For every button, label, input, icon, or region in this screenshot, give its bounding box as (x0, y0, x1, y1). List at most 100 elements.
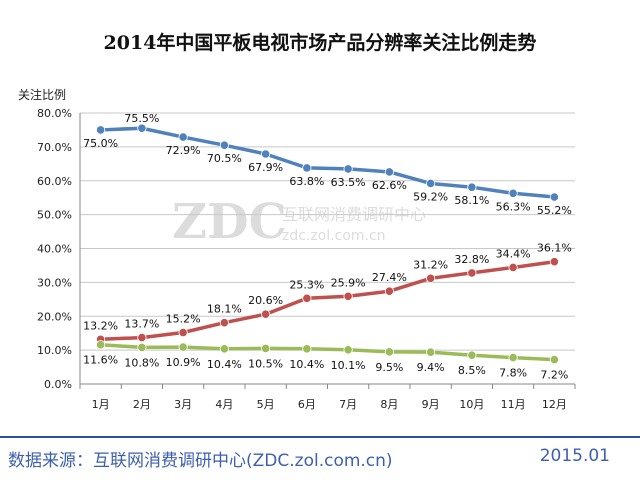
series-green-point (426, 347, 436, 357)
footer-divider (0, 436, 640, 438)
x-tick-label: 3月 (174, 398, 192, 411)
x-tick-label: 9月 (422, 398, 440, 411)
series-red-data-label: 36.1% (537, 242, 572, 255)
y-tick-label: 10.0% (37, 344, 72, 357)
y-tick-label: 80.0% (37, 107, 72, 120)
series-red-point (219, 318, 229, 328)
x-tick-label: 2月 (133, 398, 151, 411)
series-blue-point (178, 132, 188, 142)
series-green-data-label: 10.4% (207, 358, 242, 371)
series-green-data-label: 11.6% (83, 354, 118, 367)
series-blue-point (219, 140, 229, 150)
series-red-data-label: 32.8% (454, 253, 489, 266)
watermark-logo: ZDC (172, 194, 287, 250)
axes: 0.0% 10.0% 20.0% 30.0% 40.0% 50.0% 60.0% 70.0% 8… (37, 107, 576, 411)
series-blue-point (467, 182, 477, 192)
x-tick-label: 8月 (380, 398, 398, 411)
series-green-data-label: 10.5% (248, 357, 283, 370)
series-green-point (508, 352, 518, 363)
series-blue-point (426, 178, 436, 189)
series-blue-data-label: 70.5% (207, 152, 242, 165)
series-red-data-label: 25.9% (331, 276, 366, 289)
series-blue-point (508, 188, 518, 198)
series-blue-data-label: 59.2% (413, 190, 448, 203)
series-blue-data-label: 75.0% (83, 137, 118, 150)
series-blue-point (96, 125, 106, 135)
series-green-point (96, 340, 106, 350)
series-red-point (549, 257, 559, 267)
series-blue-data-label: 72.9% (166, 144, 201, 157)
series-green-data-label: 10.1% (331, 359, 366, 372)
x-tick-label: 7月 (339, 398, 357, 411)
footer-source: 数据来源：互联网消费调研中心(ZDC.zol.com.cn) (8, 451, 393, 471)
series-red-point (137, 332, 147, 343)
series-red-point (261, 309, 271, 319)
y-tick-label: 70.0% (37, 141, 72, 154)
series-green-point (384, 347, 394, 357)
series-green-point (261, 343, 271, 354)
series-green-data-label: 10.9% (166, 356, 201, 369)
x-tick-label: 11月 (501, 398, 526, 411)
series-green-point (219, 344, 229, 354)
series-blue-point (302, 163, 312, 173)
y-tick-label: 30.0% (37, 276, 72, 289)
series-green-data-label: 9.4% (417, 361, 445, 374)
series-red-data-label: 20.6% (248, 294, 283, 307)
series-green-line (100, 342, 555, 362)
y-tick-label: 40.0% (37, 243, 72, 256)
series-green-point (137, 342, 147, 353)
y-tick-label: 0.0% (44, 378, 72, 391)
series-green-data-label: 8.5% (458, 364, 486, 377)
chart-title: 2014年中国平板电视市场产品分辨率关注比例走势 (103, 32, 537, 54)
y-tick-label: 20.0% (37, 310, 72, 323)
y-tick-label: 50.0% (37, 209, 72, 222)
x-tick-label: 4月 (215, 398, 233, 411)
series-blue-data-label: 63.5% (331, 176, 366, 189)
data-labels: 75.0% 75.5% 72.9% 70.5% 67.9% 63.8% 63.5% 62.6%… (83, 112, 572, 381)
series-blue-point (384, 167, 394, 177)
series-blue-data-label: 55.2% (537, 204, 572, 217)
series-red-data-label: 18.1% (207, 303, 242, 316)
series-green-data-label: 7.8% (499, 367, 527, 380)
series-red-data-label: 13.2% (83, 319, 118, 332)
series-red-data-label: 34.4% (496, 247, 531, 260)
series-green-point (178, 342, 188, 352)
series-group (96, 123, 559, 365)
watermark-url: zdc.zol.com.cn (282, 228, 386, 244)
series-green-point (302, 344, 312, 354)
x-tick-label: 6月 (298, 398, 316, 411)
series-red-line (100, 259, 555, 342)
series-green-point (549, 355, 559, 365)
y-tick-label: 60.0% (37, 175, 72, 188)
x-tick-label: 12月 (542, 398, 567, 411)
series-red-point (343, 291, 353, 301)
series-green-point (467, 350, 477, 360)
series-blue-data-label: 58.1% (454, 194, 489, 207)
series-green-data-label: 9.5% (375, 361, 403, 374)
series-blue-data-label: 56.3% (496, 200, 531, 213)
x-tick-label: 10月 (459, 398, 484, 411)
y-axis-label: 关注比例 (18, 88, 67, 102)
series-red-data-label: 13.7% (124, 318, 159, 331)
x-tick-label: 1月 (92, 398, 110, 411)
series-red-data-label: 31.2% (413, 258, 448, 271)
series-blue-line (100, 126, 555, 199)
footer-date: 2015.01 (539, 446, 610, 466)
series-red-data-label: 15.2% (166, 313, 201, 326)
series-blue-point (549, 192, 559, 202)
series-green-point (343, 345, 353, 355)
series-blue-data-label: 67.9% (248, 161, 283, 174)
series-red-point (384, 286, 394, 296)
series-blue-point (343, 164, 353, 174)
series-red-point (178, 327, 188, 338)
series-green-data-label: 10.8% (124, 356, 159, 369)
series-blue-point (261, 149, 271, 159)
series-blue-data-label: 62.6% (372, 179, 407, 192)
series-blue-data-label: 75.5% (124, 112, 159, 125)
series-blue-point (137, 123, 147, 133)
series-red-data-label: 27.4% (372, 271, 407, 284)
series-blue-data-label: 63.8% (289, 175, 324, 188)
series-green-data-label: 7.2% (540, 369, 568, 382)
